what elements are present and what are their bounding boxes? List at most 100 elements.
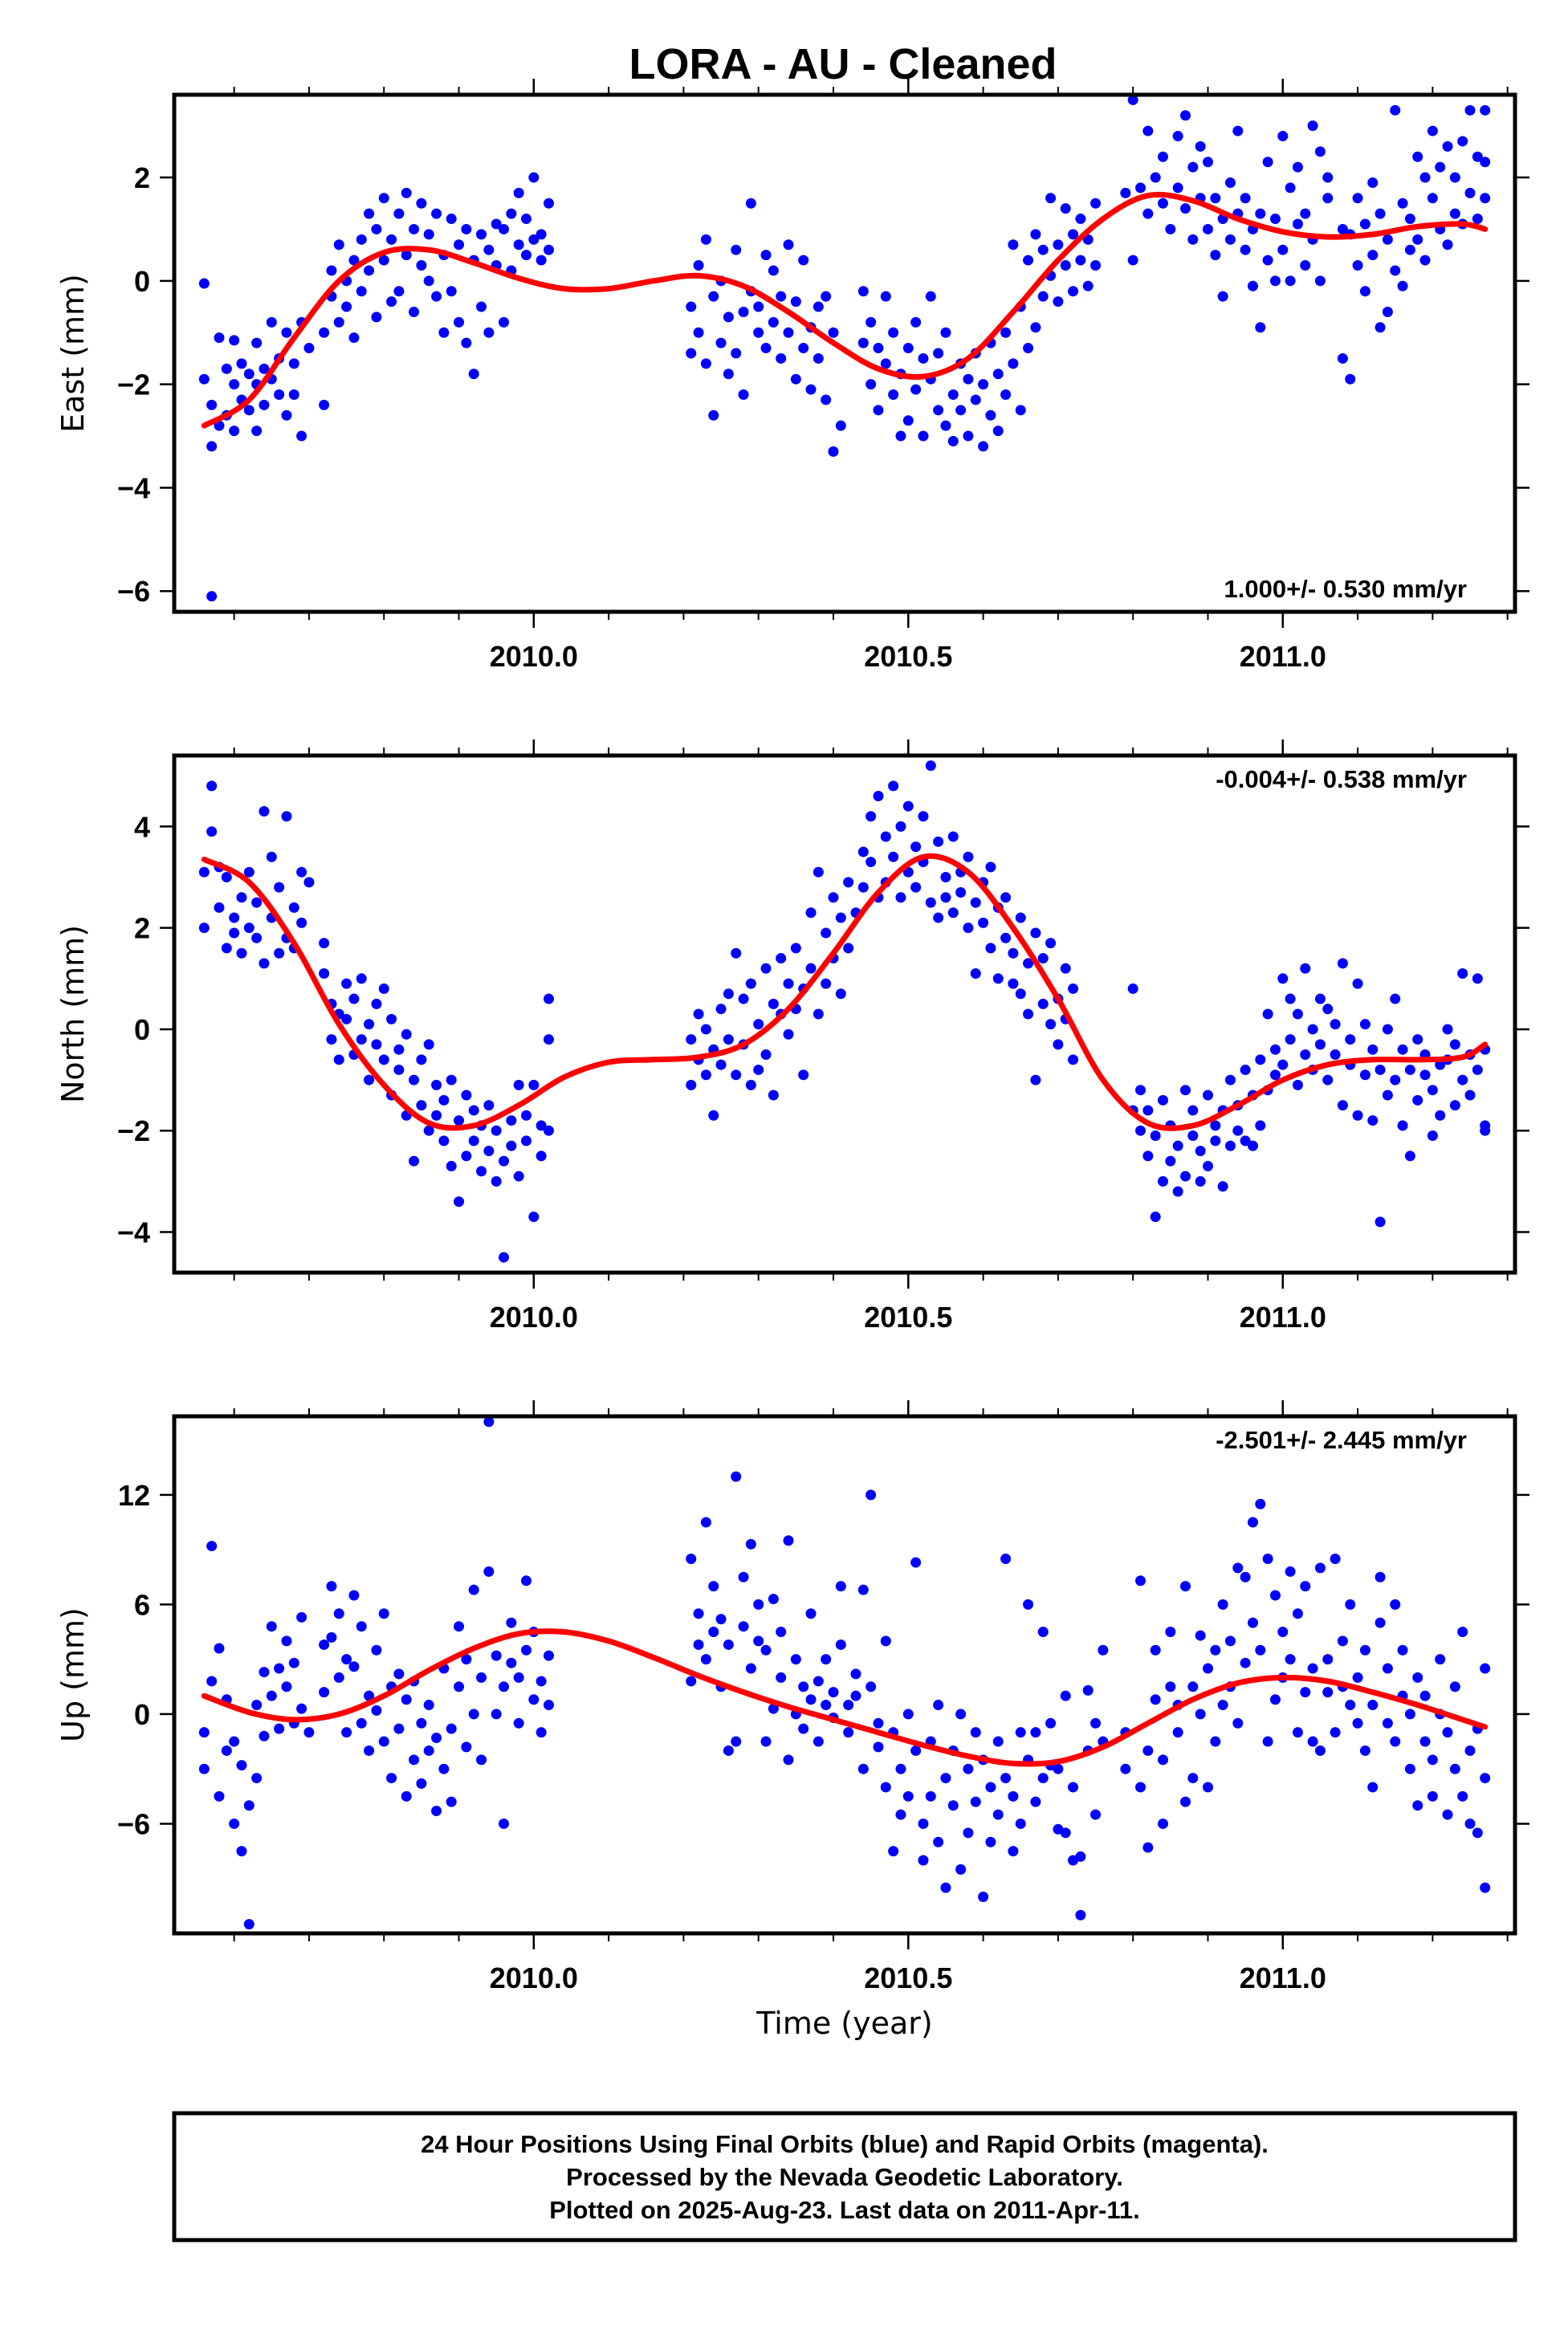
- data-point: [446, 1074, 457, 1086]
- data-point: [1179, 203, 1191, 214]
- data-point: [1480, 1663, 1491, 1674]
- data-point: [783, 1029, 794, 1040]
- data-point: [348, 993, 360, 1004]
- data-point: [985, 943, 996, 954]
- data-point: [813, 1736, 824, 1747]
- data-point: [1210, 250, 1221, 261]
- data-point: [715, 1614, 727, 1625]
- data-point: [783, 327, 794, 338]
- data-point: [499, 1252, 510, 1263]
- data-point: [243, 405, 255, 416]
- data-point: [296, 917, 307, 928]
- data-point: [1090, 1809, 1102, 1820]
- data-point: [1240, 1657, 1251, 1668]
- data-point: [1314, 275, 1326, 287]
- data-point: [723, 369, 734, 380]
- data-point: [281, 1635, 292, 1647]
- data-point: [970, 967, 981, 979]
- data-point: [940, 872, 951, 883]
- data-point: [1075, 1909, 1086, 1921]
- data-point: [543, 198, 554, 209]
- data-point: [499, 316, 510, 328]
- data-point: [274, 947, 285, 959]
- rate-label: -0.004+/- 0.538 mm/yr: [1216, 765, 1467, 793]
- data-point: [303, 877, 315, 888]
- data-point: [483, 1566, 495, 1577]
- data-point: [1307, 1024, 1318, 1035]
- data-point: [798, 1723, 809, 1734]
- data-point: [536, 229, 547, 240]
- data-point: [1464, 187, 1476, 198]
- data-point: [333, 239, 344, 251]
- data-point: [947, 435, 959, 446]
- data-point: [1037, 244, 1049, 255]
- data-point: [1359, 218, 1370, 230]
- data-point: [1390, 265, 1401, 276]
- data-point: [1142, 125, 1154, 136]
- rate-label: 1.000+/- 0.530 mm/yr: [1224, 575, 1467, 603]
- data-point: [940, 1882, 951, 1893]
- data-point: [902, 343, 914, 354]
- data-point: [1179, 110, 1191, 121]
- data-point: [1367, 1700, 1379, 1711]
- data-point: [356, 973, 367, 984]
- data-point: [1158, 1754, 1169, 1766]
- data-point: [1269, 1694, 1281, 1705]
- data-point: [843, 1727, 854, 1738]
- data-point: [1247, 1517, 1258, 1528]
- data-point: [236, 892, 247, 903]
- data-point: [1082, 280, 1094, 291]
- data-point: [1352, 260, 1363, 271]
- data-point: [880, 1635, 891, 1647]
- data-point: [333, 1054, 344, 1065]
- data-point: [386, 234, 397, 245]
- data-point: [738, 389, 749, 401]
- data-point: [693, 260, 704, 271]
- data-point: [461, 1090, 472, 1101]
- data-point: [454, 1115, 465, 1126]
- data-point: [1053, 239, 1064, 251]
- data-point: [461, 337, 472, 348]
- data-point: [1142, 1151, 1154, 1162]
- data-point: [1142, 1105, 1154, 1116]
- data-point: [925, 897, 936, 908]
- data-point: [236, 358, 247, 369]
- data-point: [978, 917, 989, 928]
- y-tick-label: −6: [117, 575, 150, 608]
- data-point: [768, 1594, 779, 1605]
- data-point: [1404, 1151, 1415, 1162]
- data-point: [1000, 892, 1012, 903]
- data-point: [1480, 193, 1491, 204]
- data-point: [1015, 912, 1026, 923]
- data-point: [371, 1644, 382, 1656]
- data-point: [873, 791, 884, 802]
- data-point: [745, 1079, 756, 1090]
- data-point: [259, 399, 270, 410]
- data-point: [776, 1627, 787, 1638]
- data-point: [1382, 1663, 1393, 1674]
- data-point: [1165, 1681, 1176, 1693]
- data-point: [745, 1538, 756, 1550]
- data-point: [461, 1654, 472, 1665]
- data-point: [843, 943, 854, 954]
- data-point: [835, 988, 846, 1000]
- data-point: [910, 384, 922, 395]
- data-point: [760, 1644, 772, 1656]
- data-point: [1000, 389, 1012, 401]
- data-point: [686, 1079, 697, 1090]
- data-point: [401, 1790, 412, 1802]
- data-point: [745, 1663, 756, 1674]
- data-point: [888, 851, 899, 862]
- data-point: [491, 1175, 502, 1187]
- data-point: [528, 1694, 540, 1705]
- data-point: [333, 316, 344, 328]
- data-point: [303, 343, 315, 354]
- data-point: [476, 1754, 487, 1766]
- data-point: [1285, 275, 1296, 287]
- data-point: [1030, 927, 1041, 939]
- data-point: [693, 1608, 704, 1619]
- data-point: [1255, 1498, 1266, 1509]
- data-point: [1142, 208, 1154, 219]
- data-point: [528, 1212, 540, 1223]
- data-point: [910, 841, 922, 853]
